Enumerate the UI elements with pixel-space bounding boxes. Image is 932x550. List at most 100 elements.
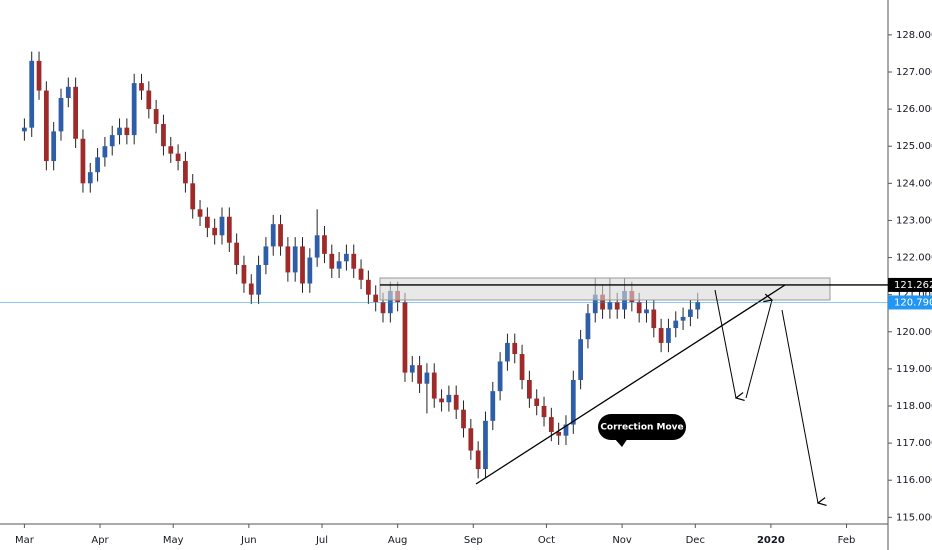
candle-body — [322, 235, 327, 254]
candle-body — [680, 316, 686, 321]
candle-body — [417, 365, 422, 384]
candle-body — [161, 123, 166, 147]
x-tick-label: Aug — [388, 535, 408, 546]
candle-body — [439, 398, 444, 403]
candle-body — [607, 302, 613, 310]
candle-body — [688, 309, 693, 317]
candle-body — [592, 294, 598, 314]
candle-body — [314, 235, 320, 258]
x-tick-label: Dec — [686, 535, 705, 546]
x-tick-label: Mar — [15, 535, 35, 546]
candle-body — [336, 261, 342, 269]
x-tick-label: Nov — [612, 535, 632, 546]
candle-body — [468, 428, 474, 451]
candle-body — [461, 409, 466, 429]
candle-body — [278, 224, 283, 247]
candle-body — [695, 302, 701, 310]
candle-body — [329, 253, 335, 269]
price-label: 120.790 — [894, 297, 932, 308]
candle-body — [585, 313, 591, 340]
candle-body — [102, 146, 108, 158]
trend-line — [475, 284, 786, 485]
projection-arrow — [714, 289, 736, 398]
candle-body — [109, 135, 115, 147]
y-tick-label: 122.000 — [896, 253, 932, 264]
candle-body — [373, 294, 379, 303]
x-tick-label: Oct — [538, 535, 555, 546]
x-tick-label: Feb — [838, 535, 856, 546]
candle-body — [131, 83, 137, 136]
y-tick-label: 115.000 — [896, 512, 932, 523]
candle-body — [139, 83, 144, 91]
candle-body — [263, 246, 269, 265]
candle-body — [614, 302, 620, 310]
candle-body — [300, 246, 305, 284]
candle-body — [527, 380, 532, 399]
candle-body — [51, 131, 57, 162]
candle-body — [175, 153, 181, 162]
candle-body — [212, 227, 218, 236]
candle-body — [234, 242, 240, 265]
candle-body — [446, 394, 452, 403]
candle-body — [534, 398, 540, 406]
candle-body — [226, 216, 232, 243]
x-tick-label: 2020 — [757, 535, 785, 546]
candle-body — [344, 253, 349, 262]
candle-body — [666, 328, 671, 343]
candle-body — [578, 339, 583, 381]
candle-body — [512, 342, 518, 355]
candle-body — [475, 450, 481, 470]
candle-body — [380, 302, 386, 314]
candle-body — [651, 309, 657, 329]
candle-body — [644, 309, 649, 314]
candle-body — [117, 127, 122, 136]
x-tick-label: Jul — [315, 535, 328, 546]
candle-body — [241, 264, 247, 284]
candle-body — [22, 127, 27, 132]
candle-body — [36, 60, 42, 91]
candle-body — [453, 394, 459, 410]
x-tick-label: Jun — [240, 535, 257, 546]
candle-body — [541, 405, 547, 418]
candle-body — [497, 361, 503, 392]
y-tick-label: 126.000 — [896, 104, 932, 115]
candle-body — [365, 279, 371, 295]
candle-body — [307, 257, 313, 284]
price-label-box — [888, 295, 932, 310]
y-tick-label: 121.000 — [896, 290, 932, 301]
candle-body — [73, 86, 79, 139]
candle-body — [87, 172, 93, 184]
annotation: Correction Move — [600, 423, 683, 433]
y-tick-label: 116.000 — [896, 475, 932, 486]
candle-body — [183, 161, 188, 184]
y-tick-label: 120.000 — [896, 327, 932, 338]
candle-body — [29, 60, 35, 128]
candle-body — [358, 268, 364, 280]
candle-body — [402, 302, 408, 373]
candle-body — [483, 420, 488, 470]
candle-body — [409, 365, 415, 373]
candle-body — [256, 264, 261, 295]
y-tick-label: 119.000 — [896, 364, 932, 375]
candle-body — [490, 391, 496, 421]
callout-pointer — [614, 438, 628, 447]
y-tick-label: 118.000 — [896, 401, 932, 412]
candle-body — [636, 302, 642, 314]
projection-arrow — [781, 309, 818, 503]
y-tick-label: 117.000 — [896, 438, 932, 449]
y-tick-label: 127.000 — [896, 67, 932, 78]
candle-body — [58, 97, 64, 132]
candle-body — [505, 342, 510, 362]
candle-body — [519, 354, 525, 381]
candle-body — [80, 138, 86, 184]
candle-body — [146, 90, 152, 110]
candle-body — [190, 183, 196, 210]
candle-body — [285, 246, 291, 273]
candle-body — [658, 328, 664, 343]
candle-body — [43, 90, 49, 162]
candle-body — [270, 224, 276, 247]
candle-body — [570, 380, 576, 425]
candle-body — [124, 127, 130, 136]
y-tick-label: 125.000 — [896, 141, 932, 152]
candle-body — [168, 146, 174, 154]
